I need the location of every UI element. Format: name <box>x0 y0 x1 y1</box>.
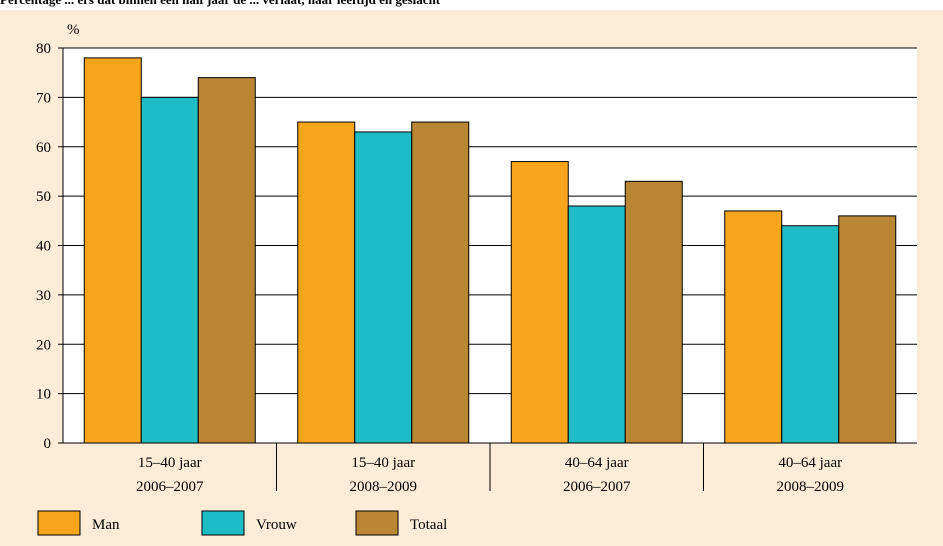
labels: 0 10 20 30 40 50 60 70 80% 15–40 jaar 2006–2007 15–… <box>36 22 844 495</box>
chart-title: Percentage ... ers dat binnen een half j… <box>0 0 440 8</box>
bar-vrouw <box>354 131 413 444</box>
bar-man <box>724 210 783 444</box>
x-category-label: 2008–2009 <box>777 479 845 495</box>
x-category-label: 40–64 jaar <box>565 455 629 471</box>
legend-swatch-man <box>37 510 81 536</box>
bar-man <box>510 161 569 444</box>
y-tick-label: 80 <box>36 41 51 57</box>
bar-man <box>297 121 356 444</box>
x-category-label: 2006–2007 <box>563 479 631 495</box>
y-tick-label: 0 <box>44 436 52 452</box>
y-tick-label: 20 <box>36 337 51 353</box>
legend-label-man: Man <box>92 517 120 533</box>
bar-vrouw <box>567 205 626 444</box>
axes <box>58 47 917 491</box>
bar-vrouw <box>140 96 199 444</box>
legend-label-vrouw: Vrouw <box>256 517 297 533</box>
y-tick-label: 50 <box>36 189 51 205</box>
y-tick-label: 40 <box>36 239 51 255</box>
legend-label-totaal: Totaal <box>410 517 447 533</box>
y-tick-label: 60 <box>36 140 51 156</box>
x-category-label: 2006–2007 <box>136 479 204 495</box>
bar-totaal <box>624 180 683 444</box>
x-category-label: 2008–2009 <box>350 479 418 495</box>
bar-totaal <box>838 215 897 444</box>
legend-swatch-totaal <box>355 510 399 536</box>
y-tick-label: 10 <box>36 387 51 403</box>
bar-man <box>83 57 142 444</box>
x-category-label: 40–64 jaar <box>778 455 842 471</box>
y-axis-unit-label: % <box>67 22 80 38</box>
y-tick-label: 70 <box>36 90 51 106</box>
x-category-label: 15–40 jaar <box>138 455 202 471</box>
legend: Man Vrouw Totaal <box>37 510 447 536</box>
x-category-label: 15–40 jaar <box>351 455 415 471</box>
legend-swatch-vrouw <box>201 510 245 536</box>
bar-totaal <box>411 121 470 444</box>
bar-vrouw <box>781 225 840 444</box>
y-tick-label: 30 <box>36 288 51 304</box>
bar-totaal <box>197 77 256 444</box>
